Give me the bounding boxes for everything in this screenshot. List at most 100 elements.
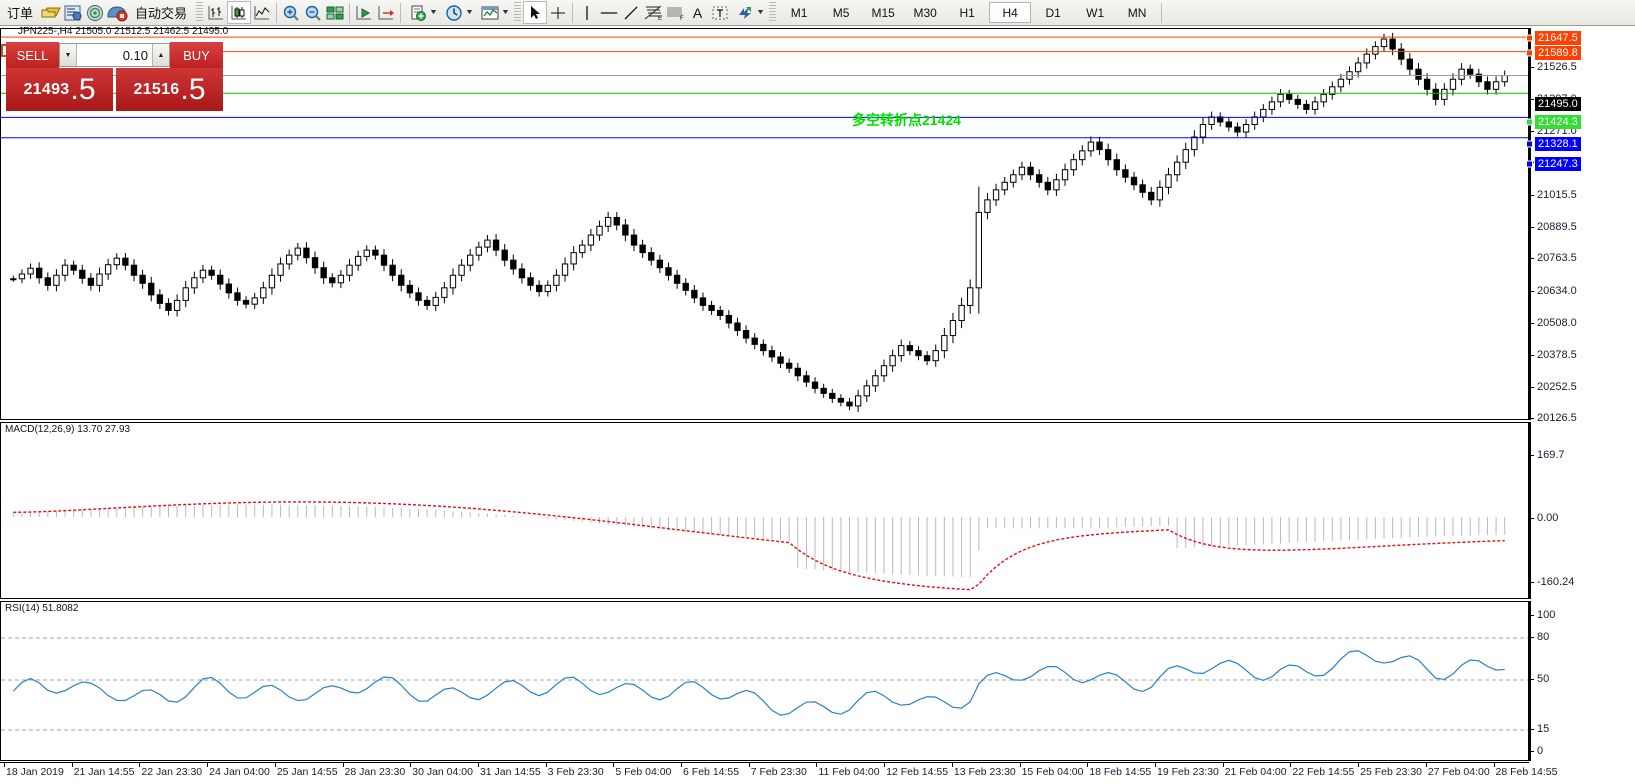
one-click-trading-panel[interactable]: SELL ▼ 0.10 ▲ BUY 21493 .5 21516 .5 — [1, 42, 223, 111]
chart-area[interactable]: JPN225-,H4 21505.0 21512.5 21462.5 21495… — [0, 26, 1635, 778]
price-tag[interactable]: 21247.3 — [1535, 157, 1581, 171]
timeframe-h4[interactable]: H4 — [989, 2, 1032, 23]
sell-price-integer: 21493 — [23, 80, 70, 98]
folder-icon[interactable] — [40, 2, 62, 23]
news-icon[interactable] — [62, 2, 84, 23]
candlestick-chart-icon[interactable] — [227, 1, 252, 24]
cursor-icon[interactable] — [522, 1, 547, 24]
time-tick — [1222, 763, 1224, 767]
time-tick — [410, 763, 412, 767]
time-axis-label: 28 Jan 23:30 — [344, 766, 406, 778]
toolbar-autotrade-label[interactable]: 自动交易 — [135, 6, 188, 21]
price-axis-label: 20634.0 — [1537, 284, 1577, 297]
price-tag[interactable]: 21495.0 — [1535, 97, 1581, 111]
volume-increase-button[interactable]: ▲ — [152, 44, 169, 66]
buy-price-box[interactable]: 21516 .5 — [116, 68, 223, 111]
timeframe-m15[interactable]: M15 — [871, 5, 895, 20]
chevron-down-icon[interactable]: ▼ — [500, 9, 510, 16]
time-axis-label: 13 Feb 23:30 — [953, 766, 1016, 778]
level-handle[interactable] — [1526, 34, 1533, 42]
toolbar-order-label[interactable]: 订单 — [7, 6, 34, 21]
time-tick — [1155, 763, 1156, 767]
timeframe-m1[interactable]: M1 — [790, 5, 808, 20]
timeframe-h1[interactable]: H1 — [959, 5, 975, 20]
price-tag[interactable]: 21424.3 — [1535, 115, 1581, 129]
macd-label: MACD(12,26,9) 13.70 27.93 — [5, 424, 131, 435]
new-template-icon — [407, 2, 429, 23]
broadcast-icon[interactable] — [84, 2, 106, 23]
time-axis-label: 28 Feb 14:55 — [1495, 766, 1558, 778]
sell-button[interactable]: SELL — [6, 42, 59, 68]
level-handle[interactable] — [1526, 160, 1533, 168]
time-axis-label: 3 Feb 23:30 — [547, 766, 604, 778]
period-button[interactable]: ▼ — [440, 1, 476, 24]
timeframe-m5[interactable]: M5 — [832, 5, 850, 20]
timeframe-mn[interactable]: MN — [1127, 5, 1147, 20]
rsi-chart-canvas — [1, 637, 1528, 731]
fibonacci-e-icon[interactable]: E — [642, 2, 664, 23]
arrows-button[interactable]: ▼ — [731, 1, 767, 24]
text-label-button[interactable]: A — [686, 1, 709, 24]
auto-scroll-icon[interactable] — [353, 2, 375, 23]
time-tick — [342, 763, 344, 767]
chart-shift-icon[interactable] — [375, 2, 397, 23]
volume-stepper[interactable]: ▼ 0.10 ▲ — [59, 43, 170, 67]
timeframe-m30[interactable]: M30 — [913, 5, 937, 20]
zoom-in-icon[interactable] — [280, 2, 302, 23]
buy-button[interactable]: BUY — [170, 42, 223, 68]
indicator-list-button[interactable]: ▼ — [476, 1, 512, 24]
volume-input[interactable]: 0.10 — [122, 47, 148, 63]
price-axis-label: 20889.5 — [1537, 220, 1577, 233]
time-tick — [1425, 763, 1427, 767]
price-axis[interactable]: 21526.521397.021271.021145.021015.520889… — [1526, 28, 1635, 424]
level-handle[interactable] — [1526, 118, 1533, 126]
macd-chart-canvas — [12, 501, 1506, 591]
chevron-down-icon[interactable]: ▼ — [428, 9, 439, 16]
rsi-pane[interactable]: RSI(14) 51.8082 — [0, 601, 1529, 761]
price-tag[interactable]: 21328.1 — [1535, 137, 1581, 151]
vertical-line-icon[interactable] — [576, 2, 598, 23]
timeframe-w1[interactable]: W1 — [1086, 5, 1105, 20]
time-axis-label: 15 Feb 04:00 — [1021, 766, 1084, 778]
price-axis-label: 21526.5 — [1537, 60, 1577, 73]
price-pane[interactable] — [0, 28, 1529, 420]
zoom-out-icon[interactable] — [302, 2, 324, 23]
chevron-down-icon[interactable]: ▼ — [464, 9, 474, 16]
sell-price-box[interactable]: 21493 .5 — [6, 68, 113, 111]
toolbar-grip[interactable] — [513, 2, 521, 23]
level-handle[interactable] — [1526, 140, 1533, 148]
price-tag[interactable]: 21589.8 — [1535, 46, 1581, 60]
chart-annotation: 多空转折点21424 — [852, 112, 961, 128]
trendline-icon[interactable] — [620, 2, 642, 23]
price-tag[interactable]: 21647.5 — [1535, 31, 1581, 45]
crosshair-icon[interactable] — [547, 2, 569, 23]
axis-spine — [1529, 422, 1531, 599]
new-template-button[interactable]: ▼ — [404, 1, 440, 24]
axis-tick — [1529, 258, 1534, 260]
toolbar-grip[interactable] — [769, 2, 777, 23]
time-axis-label: 30 Jan 04:00 — [412, 766, 473, 778]
price-axis-label: 20378.5 — [1537, 349, 1577, 362]
time-axis[interactable]: 18 Jan 2019 21 Jan 14:55 22 Jan 23:30 24 Ja… — [0, 762, 1557, 784]
horizontal-line-icon[interactable] — [598, 2, 620, 23]
time-tick — [1087, 763, 1089, 767]
time-tick — [816, 763, 818, 767]
toolbar-grip[interactable] — [196, 2, 204, 23]
time-tick — [884, 763, 886, 767]
level-handle[interactable] — [1526, 49, 1533, 57]
axis-tick — [1529, 290, 1534, 292]
fibonacci-f-icon[interactable]: F — [664, 2, 686, 23]
text-box-icon[interactable] — [709, 2, 731, 23]
bar-chart-icon[interactable] — [205, 2, 227, 23]
time-tick — [274, 763, 276, 767]
macd-pane[interactable]: MACD(12,26,9) 13.70 27.93 — [0, 422, 1529, 599]
expert-advisor-icon[interactable] — [106, 2, 128, 23]
volume-decrease-button[interactable]: ▼ — [60, 44, 77, 66]
text-label-icon: A — [692, 4, 703, 21]
line-chart-icon[interactable] — [251, 2, 273, 23]
tile-windows-icon[interactable] — [324, 2, 346, 23]
chevron-down-icon[interactable]: ▼ — [756, 9, 766, 16]
axis-spine — [1529, 28, 1531, 420]
timeframe-d1[interactable]: D1 — [1045, 5, 1061, 20]
time-axis-label: 11 Feb 04:00 — [818, 766, 880, 778]
